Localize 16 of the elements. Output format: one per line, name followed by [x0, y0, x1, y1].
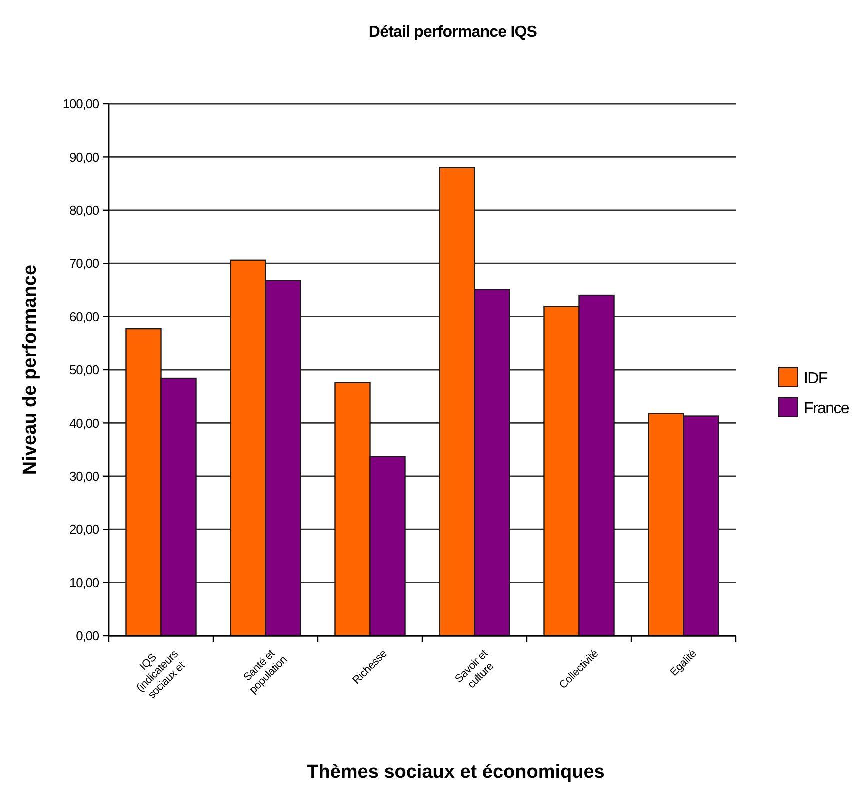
y-tick-label: 30,00 — [69, 468, 100, 484]
y-tick-label: 60,00 — [69, 309, 100, 324]
y-tick-label: 50,00 — [69, 362, 100, 378]
y-tick-label: 100,00 — [62, 96, 100, 112]
legend-label: France — [804, 400, 850, 418]
chart-title: Détail performance IQS — [368, 24, 538, 41]
y-tick-label: 0,00 — [76, 628, 100, 644]
x-axis-title: Thèmes sociaux et économiques — [307, 762, 605, 783]
y-tick-label: 40,00 — [69, 416, 100, 431]
y-tick-label: 10,00 — [69, 575, 100, 590]
y-tick-label: 20,00 — [69, 522, 100, 538]
legend-label: IDF — [804, 370, 828, 388]
y-tick-label: 90,00 — [69, 150, 100, 165]
y-axis-title: Niveau de performance — [20, 264, 41, 476]
y-tick-label: 70,00 — [69, 256, 100, 272]
y-tick-label: 80,00 — [69, 202, 100, 218]
